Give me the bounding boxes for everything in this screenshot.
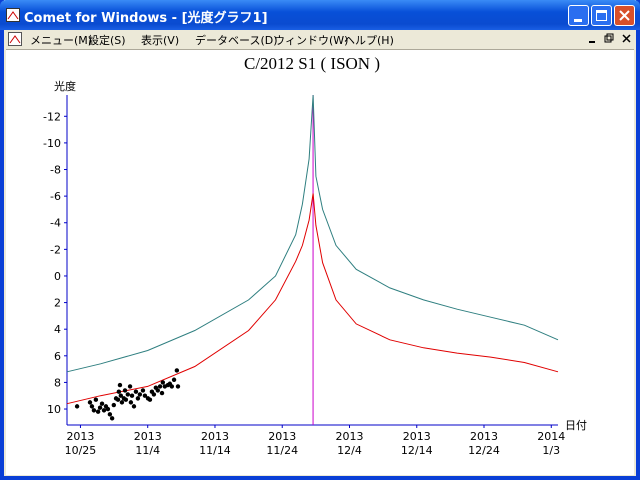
- observation-point: [142, 393, 148, 398]
- observation-point: [123, 397, 129, 402]
- observation-point: [140, 388, 146, 393]
- x-tick-label: 2014: [537, 430, 565, 443]
- observation-point: [87, 400, 93, 405]
- observation-point: [117, 382, 123, 388]
- observation-point: [111, 402, 117, 408]
- observation-point: [151, 392, 157, 397]
- menu-item[interactable]: 設定(S): [88, 34, 126, 47]
- observation-point: [101, 408, 107, 413]
- observation-point: [89, 404, 95, 409]
- title-bar: Comet for Windows - [光度グラフ1]: [0, 0, 640, 30]
- observation-point: [128, 400, 134, 405]
- mdi-buttons[interactable]: [586, 32, 634, 46]
- doc-icon: [8, 32, 22, 46]
- x-tick-label: 10/25: [65, 444, 97, 457]
- x-tick-label: 12/24: [468, 444, 500, 457]
- x-tick-label: 11/4: [135, 444, 160, 457]
- observation-point: [133, 389, 139, 394]
- x-tick-label: 2013: [403, 430, 431, 443]
- observation-point: [159, 390, 165, 396]
- observation-point: [115, 397, 121, 402]
- observation-point: [105, 406, 111, 412]
- x-tick-label: 12/14: [401, 444, 433, 457]
- observation-point: [137, 392, 143, 397]
- observation-point: [95, 409, 101, 414]
- y-tick-label: -4: [50, 217, 61, 230]
- observation-point: [129, 393, 135, 398]
- y-tick-label: 0: [54, 270, 61, 283]
- observation-point: [131, 404, 137, 409]
- observation-point: [118, 393, 124, 398]
- chart-window: [6, 49, 634, 475]
- x-axis-label: 日付: [565, 419, 587, 432]
- y-tick-label: 8: [54, 376, 61, 389]
- y-tick-label: 4: [54, 323, 61, 336]
- observation-point: [147, 397, 153, 402]
- x-tick-label: 2013: [268, 430, 296, 443]
- y-tick-label: 2: [54, 297, 61, 310]
- observation-point: [97, 405, 103, 410]
- y-tick-label: -2: [50, 243, 61, 256]
- menu-item[interactable]: 表示(V): [141, 34, 180, 47]
- observation-point: [175, 384, 181, 389]
- menu-item[interactable]: メニュー(M): [30, 34, 93, 47]
- observation-point: [160, 380, 166, 385]
- x-tick-label: 11/24: [266, 444, 298, 457]
- observation-point: [109, 416, 115, 421]
- chart-title: C/2012 S1 ( ISON ): [244, 54, 380, 73]
- y-tick-label: -12: [43, 110, 61, 123]
- observation-point: [127, 384, 133, 389]
- observation-point: [171, 377, 177, 382]
- menu-item[interactable]: ヘルプ(H): [344, 34, 394, 47]
- observation-point: [157, 384, 163, 389]
- magnitude-curve: [66, 193, 559, 405]
- menu-bar: メニュー(M) 設定(S) 表示(V) データベース(D) ウィンドウ(W) ヘ…: [4, 30, 636, 48]
- x-tick-label: 2013: [134, 430, 162, 443]
- observation-point: [122, 388, 128, 393]
- x-tick-label: 2013: [66, 430, 94, 443]
- x-tick-label: 1/3: [542, 444, 560, 457]
- observation-point: [116, 389, 122, 394]
- app-icon: [6, 8, 20, 22]
- x-tick-label: 2013: [470, 430, 498, 443]
- y-axis-label: 光度: [54, 79, 76, 93]
- y-tick-label: -10: [43, 137, 61, 150]
- observation-point: [135, 396, 141, 401]
- minimize-button[interactable]: [568, 5, 589, 26]
- observation-point: [155, 388, 161, 393]
- observation-point: [119, 400, 125, 405]
- observation-point: [107, 412, 113, 417]
- menu-item[interactable]: ウィンドウ(W): [274, 34, 349, 47]
- observation-point: [174, 368, 180, 373]
- observation-point: [91, 408, 97, 413]
- y-tick-label: 10: [47, 403, 61, 416]
- x-tick-label: 2013: [201, 430, 229, 443]
- y-tick-label: -6: [50, 190, 61, 203]
- magnitude-curve: [66, 94, 559, 373]
- observation-point: [74, 404, 80, 409]
- y-tick-label: -8: [50, 164, 61, 177]
- menu-item[interactable]: データベース(D): [195, 34, 278, 47]
- observation-point: [125, 392, 131, 397]
- x-tick-label: 2013: [335, 430, 363, 443]
- close-button[interactable]: [614, 5, 635, 26]
- observation-point: [169, 384, 175, 389]
- x-tick-label: 11/14: [199, 444, 231, 457]
- observation-point: [93, 397, 99, 402]
- observation-point: [99, 401, 105, 406]
- x-tick-label: 12/4: [337, 444, 362, 457]
- window-title: Comet for Windows - [光度グラフ1]: [24, 11, 268, 26]
- maximize-button[interactable]: [591, 5, 612, 26]
- y-tick-label: 6: [54, 350, 61, 363]
